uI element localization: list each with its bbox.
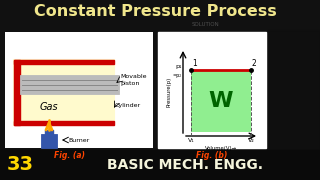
- Text: Cylinder: Cylinder: [115, 102, 141, 107]
- Text: Volume(V)→: Volume(V)→: [205, 146, 237, 151]
- Bar: [14, 60, 114, 64]
- Text: Fig. (b): Fig. (b): [196, 152, 228, 161]
- Bar: [45, 130, 53, 134]
- Text: BASIC MECH. ENGG.: BASIC MECH. ENGG.: [107, 158, 263, 172]
- Text: Fig. (a): Fig. (a): [53, 152, 84, 161]
- Bar: [14, 60, 114, 125]
- Text: 2: 2: [252, 59, 257, 68]
- Text: V₁: V₁: [188, 138, 194, 143]
- Bar: [14, 60, 20, 125]
- Text: 1: 1: [192, 59, 197, 68]
- Text: W: W: [209, 91, 233, 111]
- Text: 33: 33: [6, 156, 34, 174]
- Text: p₁: p₁: [175, 64, 182, 69]
- Bar: [0, 150, 320, 180]
- Text: Constant Pressure Process: Constant Pressure Process: [34, 3, 276, 19]
- Bar: [158, 32, 266, 148]
- Bar: [14, 121, 114, 125]
- Text: Pressure(p): Pressure(p): [166, 77, 172, 107]
- Bar: [191, 70, 251, 132]
- Text: Gas: Gas: [40, 102, 58, 112]
- Bar: [268, 30, 320, 150]
- Text: V₂: V₂: [248, 138, 254, 143]
- Bar: [41, 134, 57, 148]
- Bar: [5, 32, 153, 148]
- Text: SOLUTION: SOLUTION: [191, 22, 219, 28]
- Text: Burner: Burner: [68, 138, 89, 143]
- Text: Movable
piston: Movable piston: [120, 74, 147, 86]
- Bar: [20, 75, 119, 94]
- Text: =p₂: =p₂: [173, 73, 182, 78]
